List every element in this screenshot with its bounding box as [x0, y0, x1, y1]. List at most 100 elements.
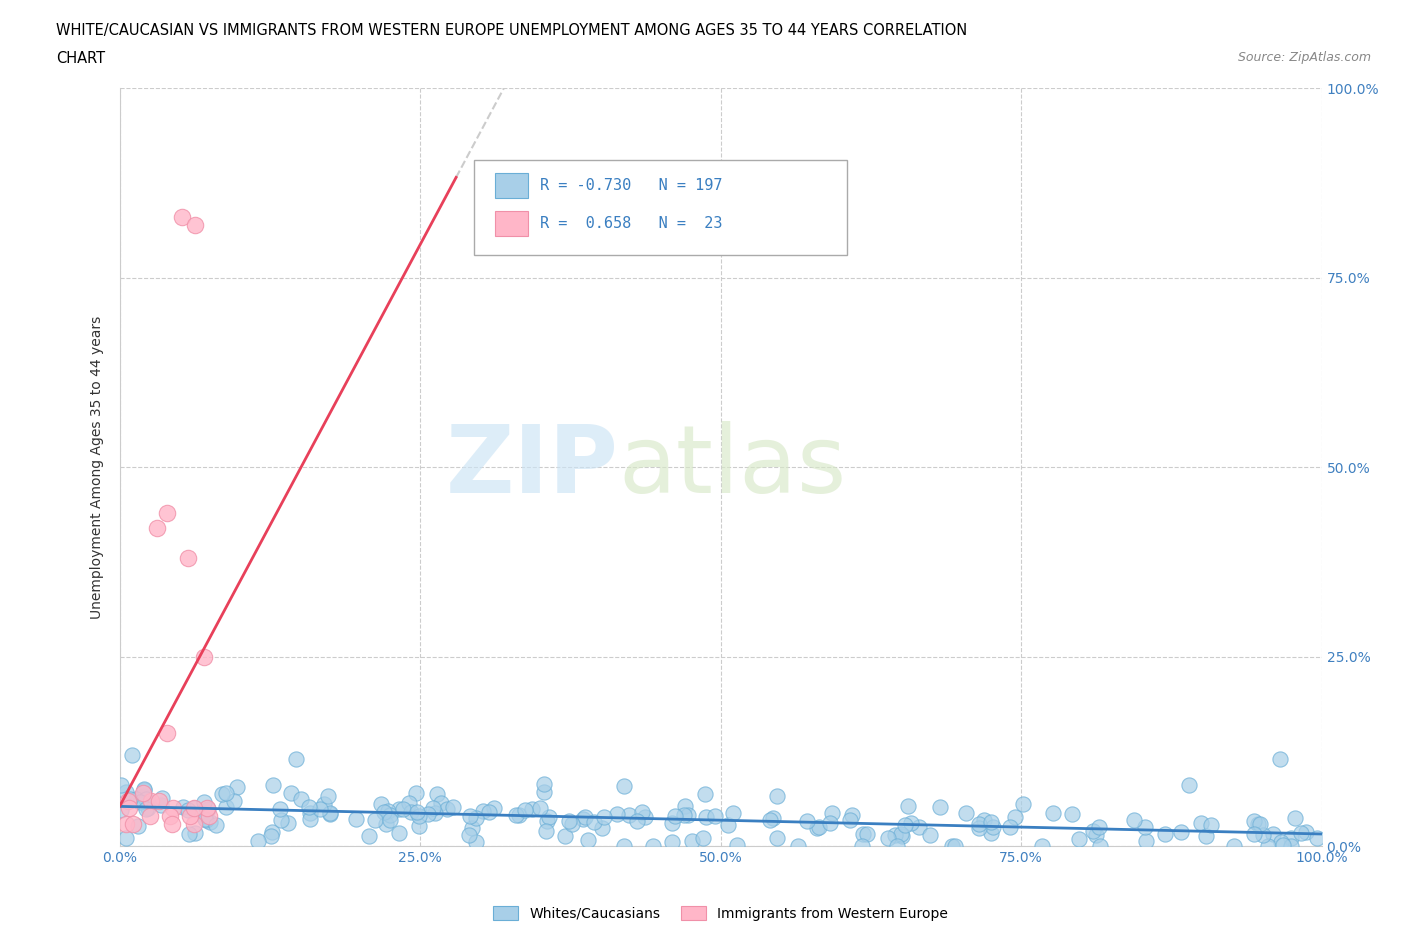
Point [1306, 830, 1329, 845]
Point [1012, 796, 1035, 811]
Point [156, 505, 179, 520]
Point [851, 838, 873, 853]
Point [980, 826, 1002, 841]
Point [574, 810, 596, 825]
Point [1177, 777, 1199, 792]
Point [1223, 838, 1246, 853]
Point [132, 781, 155, 796]
Point [967, 820, 990, 835]
Point [132, 783, 155, 798]
Point [634, 809, 657, 824]
Point [571, 811, 593, 826]
Point [1069, 831, 1091, 846]
Point [129, 794, 152, 809]
Point [1295, 824, 1317, 839]
Point [172, 210, 194, 225]
Point [247, 833, 270, 848]
Point [222, 793, 245, 808]
Point [613, 778, 636, 793]
Point [856, 827, 879, 842]
Point [897, 799, 920, 814]
Point [529, 800, 551, 815]
Point [672, 807, 695, 822]
Point [319, 805, 342, 820]
Point [405, 785, 427, 800]
Point [725, 837, 748, 852]
Point [277, 816, 299, 830]
Point [122, 817, 145, 831]
Point [115, 817, 138, 831]
Point [693, 786, 716, 801]
Point [149, 798, 172, 813]
Point [373, 804, 395, 819]
Point [967, 817, 990, 831]
Point [1251, 828, 1274, 843]
Point [1088, 838, 1111, 853]
Point [298, 805, 321, 820]
Point [461, 821, 484, 836]
Point [973, 813, 995, 828]
Point [841, 807, 863, 822]
Point [1279, 830, 1302, 845]
Point [1060, 806, 1083, 821]
Point [465, 811, 488, 826]
Point [908, 820, 931, 835]
Point [558, 814, 581, 829]
Point [998, 819, 1021, 834]
Point [561, 817, 583, 831]
Point [380, 813, 402, 828]
Point [886, 838, 908, 853]
Point [1123, 812, 1146, 827]
Point [155, 725, 177, 740]
Point [484, 801, 506, 816]
Point [661, 816, 683, 830]
Point [606, 806, 628, 821]
Text: CHART: CHART [56, 51, 105, 66]
Point [1042, 805, 1064, 820]
FancyBboxPatch shape [495, 211, 529, 236]
Point [127, 818, 149, 833]
Point [1247, 817, 1270, 831]
Point [1199, 817, 1222, 832]
Point [1270, 834, 1292, 849]
Point [787, 838, 810, 853]
Point [918, 828, 941, 843]
Point [408, 809, 430, 824]
Point [363, 813, 385, 828]
Point [398, 795, 420, 810]
Point [1249, 817, 1271, 831]
Point [943, 838, 966, 853]
Point [298, 799, 321, 814]
Point [357, 829, 380, 844]
Point [148, 793, 170, 808]
Point [194, 812, 217, 827]
Point [138, 801, 160, 816]
Point [1004, 809, 1026, 824]
Point [110, 777, 132, 792]
Point [132, 789, 155, 804]
Point [183, 817, 205, 831]
Point [643, 838, 665, 853]
Point [821, 805, 844, 820]
Point [162, 801, 184, 816]
Point [1279, 838, 1302, 853]
Point [893, 817, 915, 832]
Point [197, 802, 219, 817]
Point [765, 789, 787, 804]
Point [114, 785, 136, 800]
Text: ZIP: ZIP [446, 421, 619, 513]
Point [664, 808, 686, 823]
Point [759, 812, 782, 827]
Point [177, 551, 200, 565]
Point [422, 801, 444, 816]
Point [135, 802, 157, 817]
Point [619, 808, 641, 823]
Point [941, 838, 963, 853]
Point [377, 804, 399, 818]
Point [983, 819, 1005, 834]
Point [458, 828, 481, 843]
Point [1271, 838, 1294, 853]
Point [1084, 828, 1107, 843]
Point [1263, 827, 1285, 842]
Point [132, 786, 155, 801]
